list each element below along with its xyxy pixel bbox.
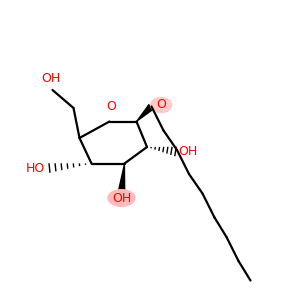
Text: OH: OH (178, 145, 198, 158)
Text: O: O (156, 98, 166, 112)
Polygon shape (136, 104, 154, 122)
Polygon shape (118, 164, 125, 192)
Text: O: O (106, 100, 116, 113)
Ellipse shape (107, 189, 136, 207)
Text: HO: HO (26, 161, 45, 175)
Text: OH: OH (112, 191, 131, 205)
Text: OH: OH (41, 73, 61, 85)
Ellipse shape (150, 97, 172, 113)
